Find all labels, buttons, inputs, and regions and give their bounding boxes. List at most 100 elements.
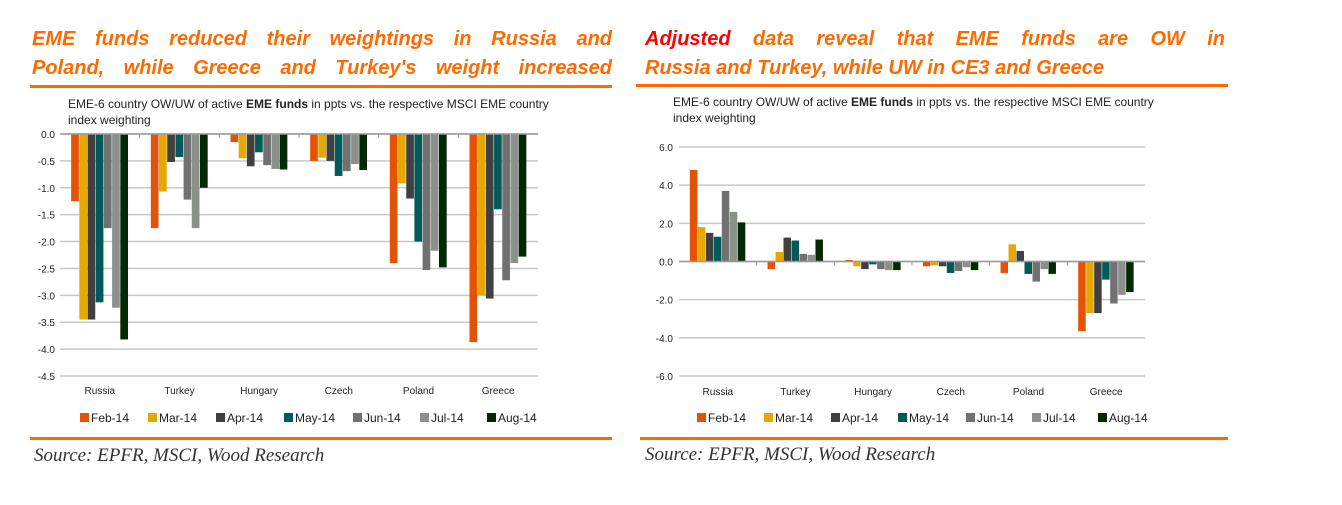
right-legend-label: Jul-14 — [1043, 411, 1076, 425]
left-legend-label: Jul-14 — [431, 411, 464, 425]
left-chart-title-line1: EME-6 country OW/UW of active EME funds … — [68, 97, 549, 111]
left-legend-label: Feb-14 — [91, 411, 129, 425]
left-category-label: Turkey — [164, 386, 194, 397]
right-bar-czech-feb-14 — [922, 261, 931, 267]
right-legend-label: Jun-14 — [977, 411, 1014, 425]
right-bar-russia-jun-14 — [721, 190, 730, 262]
left-legend-swatch — [148, 413, 157, 422]
left-category-label: Hungary — [240, 386, 278, 397]
left-chart-title-line2: index weighting — [68, 113, 151, 127]
left-legend-swatch — [487, 413, 496, 422]
left-bar-hungary-jun-14 — [263, 134, 271, 166]
right-bar-poland-mar-14 — [1008, 244, 1017, 262]
right-legend-label: Aug-14 — [1109, 411, 1148, 425]
right-legend-label: Apr-14 — [842, 411, 878, 425]
right-bar-hungary-feb-14 — [845, 259, 853, 262]
left-bar-hungary-jul-14 — [271, 134, 280, 169]
left-top-rule — [30, 85, 612, 88]
left-category-label: Czech — [325, 386, 353, 397]
left-y-tick-label: -4.5 — [38, 372, 56, 383]
left-bar-russia-jul-14 — [112, 134, 120, 308]
right-headline-line1: Adjusted data reveal that EME funds are … — [645, 25, 1225, 54]
right-bar-czech-mar-14 — [930, 261, 939, 266]
left-y-tick-label: -3.0 — [38, 291, 56, 302]
left-legend-label: Apr-14 — [227, 411, 263, 425]
right-bar-czech-aug-14 — [970, 261, 979, 271]
left-bar-hungary-aug-14 — [279, 134, 288, 170]
right-legend-label: May-14 — [909, 411, 949, 425]
right-bar-poland-feb-14 — [1000, 261, 1009, 273]
right-y-tick-label: 0.0 — [659, 258, 673, 269]
left-headline-line2: Poland, while Greece and Turkey's weight… — [32, 57, 612, 79]
left-bar-poland-apr-14 — [406, 134, 414, 199]
left-bar-russia-may-14 — [95, 134, 104, 303]
left-source: Source: EPFR, MSCI, Wood Research — [34, 445, 325, 466]
left-category-label: Greece — [482, 386, 515, 397]
right-category-label: Greece — [1090, 387, 1123, 398]
right-category-label: Czech — [937, 387, 965, 398]
left-bar-hungary-feb-14 — [230, 134, 239, 143]
left-y-tick-label: 0.0 — [41, 130, 55, 141]
left-category-label: Russia — [85, 386, 116, 397]
left-legend-label: Mar-14 — [159, 411, 197, 425]
right-bar-hungary-may-14 — [869, 261, 877, 265]
right-bar-turkey-jun-14 — [799, 253, 807, 262]
left-legend-swatch — [353, 413, 362, 422]
right-legend-swatch — [966, 413, 975, 422]
right-category-label: Hungary — [854, 387, 892, 398]
left-legend-swatch — [284, 413, 293, 422]
right-y-tick-label: -6.0 — [656, 372, 674, 383]
left-bar-greece-mar-14 — [477, 134, 486, 296]
right-bar-hungary-aug-14 — [893, 261, 901, 271]
right-category-label: Poland — [1013, 387, 1044, 398]
right-headline-highlight: Adjusted — [645, 28, 731, 50]
left-bar-poland-jun-14 — [422, 134, 431, 271]
left-y-tick-label: -1.0 — [38, 184, 56, 195]
right-legend-swatch — [1032, 413, 1041, 422]
left-headline: EME funds reduced their weightings in Ru… — [32, 25, 612, 83]
left-bar-poland-aug-14 — [438, 134, 447, 268]
right-chart-title-line1: EME-6 country OW/UW of active EME funds … — [673, 95, 1154, 109]
right-bar-greece-jul-14 — [1118, 261, 1126, 295]
left-bar-greece-aug-14 — [518, 134, 527, 257]
left-bar-turkey-apr-14 — [167, 134, 175, 162]
left-bar-poland-feb-14 — [389, 134, 398, 264]
right-headline-rest: data reveal that EME funds are OW in — [730, 28, 1225, 50]
left-bottom-rule — [30, 437, 612, 440]
right-bar-greece-jun-14 — [1110, 261, 1118, 304]
left-legend-swatch — [420, 413, 429, 422]
right-bar-hungary-apr-14 — [861, 261, 869, 270]
left-bar-hungary-may-14 — [255, 134, 263, 153]
left-bar-greece-apr-14 — [485, 134, 494, 299]
right-bar-poland-may-14 — [1024, 261, 1032, 274]
right-y-tick-label: -2.0 — [656, 296, 674, 307]
right-category-label: Turkey — [780, 387, 810, 398]
right-bar-greece-may-14 — [1102, 261, 1110, 280]
left-y-tick-label: -0.5 — [38, 157, 56, 168]
left-bar-turkey-jun-14 — [183, 134, 192, 200]
left-bar-russia-jun-14 — [103, 134, 112, 229]
right-y-tick-label: 6.0 — [659, 143, 673, 154]
left-bar-czech-feb-14 — [310, 134, 318, 161]
right-legend-swatch — [764, 413, 773, 422]
right-bar-russia-apr-14 — [705, 232, 714, 262]
left-legend-swatch — [216, 413, 225, 422]
right-bar-russia-feb-14 — [689, 169, 698, 262]
right-headline: Adjusted data reveal that EME funds are … — [645, 25, 1225, 83]
right-bar-turkey-mar-14 — [775, 251, 784, 262]
left-y-tick-label: -3.5 — [38, 318, 56, 329]
left-legend-swatch — [80, 413, 89, 422]
right-y-tick-label: -4.0 — [656, 334, 674, 345]
left-bar-russia-apr-14 — [87, 134, 96, 320]
left-y-tick-label: -4.0 — [38, 345, 56, 356]
left-bar-russia-feb-14 — [71, 134, 79, 202]
right-bar-russia-jul-14 — [729, 211, 738, 262]
left-legend-label: Aug-14 — [498, 411, 537, 425]
right-bar-turkey-aug-14 — [815, 239, 823, 262]
right-headline-line2: Russia and Turkey, while UW in CE3 and G… — [645, 57, 1105, 79]
right-y-tick-label: 4.0 — [659, 181, 673, 192]
right-bar-turkey-jul-14 — [807, 254, 815, 262]
left-legend-label: May-14 — [295, 411, 335, 425]
right-legend-swatch — [898, 413, 907, 422]
